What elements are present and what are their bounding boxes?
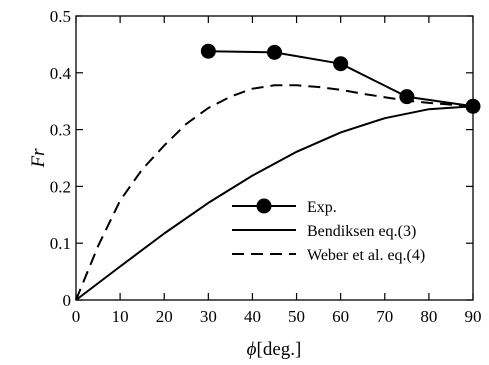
x-tick-label: 20 — [156, 307, 173, 326]
y-tick-label: 0.5 — [50, 7, 71, 26]
x-axis-label: ϕ[deg.] — [247, 339, 302, 360]
series-layer — [75, 43, 481, 301]
series-line-weber-et-al-eq-4 — [75, 84, 474, 301]
x-tick-label: 40 — [244, 307, 261, 326]
y-tick-label: 0.4 — [50, 64, 72, 83]
legend-label-bendiksen-eq-3: Bendiksen eq.(3) — [307, 223, 416, 240]
legend-label-weber-et-al-eq-4: Weber et al. eq.(4) — [307, 247, 425, 264]
x-tick-label: 90 — [465, 307, 482, 326]
data-point-exp — [267, 44, 282, 60]
tick-labels: 0 10 20 30 40 50 60 70 80 90 0 0.1 0.2 0.3 0.4 0.5 — [50, 7, 482, 326]
legend: Exp. Bendiksen eq.(3) Weber et al. eq.(4) — [232, 198, 425, 264]
x-tick-label: 60 — [332, 307, 349, 326]
x-tick-label: 50 — [288, 307, 305, 326]
x-tick-label: 70 — [376, 307, 393, 326]
y-tick-label: 0.2 — [50, 177, 71, 196]
legend-marker-exp — [256, 198, 272, 214]
x-tick-label: 10 — [112, 307, 129, 326]
data-point-exp — [200, 43, 216, 59]
legend-label-exp: Exp. — [307, 199, 337, 216]
x-tick-label: 80 — [420, 307, 437, 326]
x-tick-label: 30 — [200, 307, 217, 326]
plot-frame — [75, 15, 474, 301]
data-point-exp — [333, 56, 349, 72]
y-tick-label: 0 — [63, 291, 72, 310]
y-axis-label: Fr — [28, 148, 49, 169]
axis-ticks — [75, 15, 474, 301]
x-tick-label: 0 — [72, 307, 81, 326]
y-tick-label: 0.1 — [50, 234, 71, 253]
y-tick-label: 0.3 — [50, 121, 71, 140]
series-line-bendiksen-eq-3 — [75, 105, 474, 301]
